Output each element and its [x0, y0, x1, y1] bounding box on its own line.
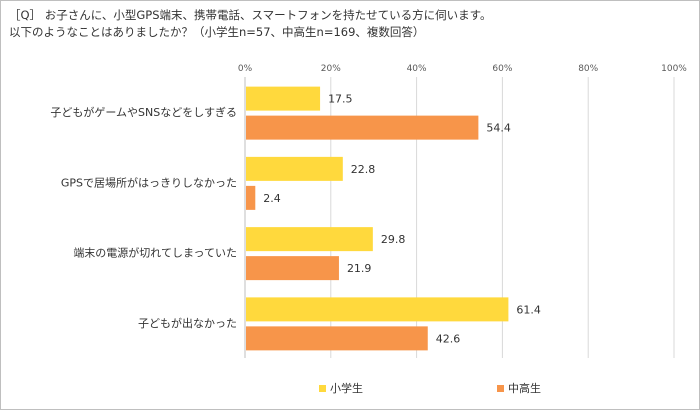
bar — [246, 86, 321, 111]
category-label: 端末の電源が切れてしまっていた — [73, 246, 237, 260]
legend: 小学生 中高生 — [319, 381, 541, 395]
bar — [246, 115, 479, 140]
data-label: 21.9 — [347, 262, 372, 275]
data-label: 17.5 — [328, 93, 353, 106]
bar — [246, 185, 256, 210]
category-label: 子どもがゲームやSNSなどをしすぎる — [50, 105, 237, 119]
data-label: 2.4 — [263, 192, 281, 205]
tick-label: 100% — [661, 64, 687, 74]
question-line-2: 以下のようなことはありましたか？（小学生n=57、中高生n=169、複数回答） — [9, 25, 425, 39]
x-axis-tick-labels: 0% 20% 40% 60% 80% 100% — [238, 64, 687, 74]
data-label: 42.6 — [436, 332, 461, 345]
legend-label: 中高生 — [508, 381, 541, 395]
bar — [246, 227, 373, 252]
tick-label: 20% — [321, 64, 341, 74]
bar — [246, 256, 339, 281]
bars: 17.5 54.4 22.8 2.4 29.8 21.9 61.4 42.6 — [246, 86, 541, 351]
bar — [246, 297, 509, 322]
data-label: 29.8 — [381, 233, 406, 246]
legend-swatch — [319, 385, 326, 392]
tick-label: 40% — [407, 64, 427, 74]
legend-swatch — [497, 385, 504, 392]
category-label: 子どもが出なかった — [138, 316, 237, 330]
question-line-1: ［Q］ お子さんに、小型GPS端末、携帯電話、スマートフォンを持たせている方に伺… — [9, 8, 492, 22]
question-title: ［Q］ お子さんに、小型GPS端末、携帯電話、スマートフォンを持たせている方に伺… — [9, 7, 689, 41]
tick-label: 0% — [238, 64, 253, 74]
category-labels: 子どもがゲームやSNSなどをしすぎる GPSで居場所がはっきりしなかった端末の電源… — [50, 105, 237, 330]
tick-label: 60% — [492, 64, 512, 74]
data-label: 54.4 — [486, 122, 511, 135]
data-label: 61.4 — [516, 303, 541, 316]
tick-label: 80% — [578, 64, 598, 74]
data-label: 22.8 — [351, 163, 376, 176]
bar — [246, 326, 428, 351]
bar — [246, 156, 343, 181]
legend-label: 小学生 — [330, 381, 363, 395]
category-label: GPSで居場所がはっきりしなかった — [61, 175, 237, 189]
